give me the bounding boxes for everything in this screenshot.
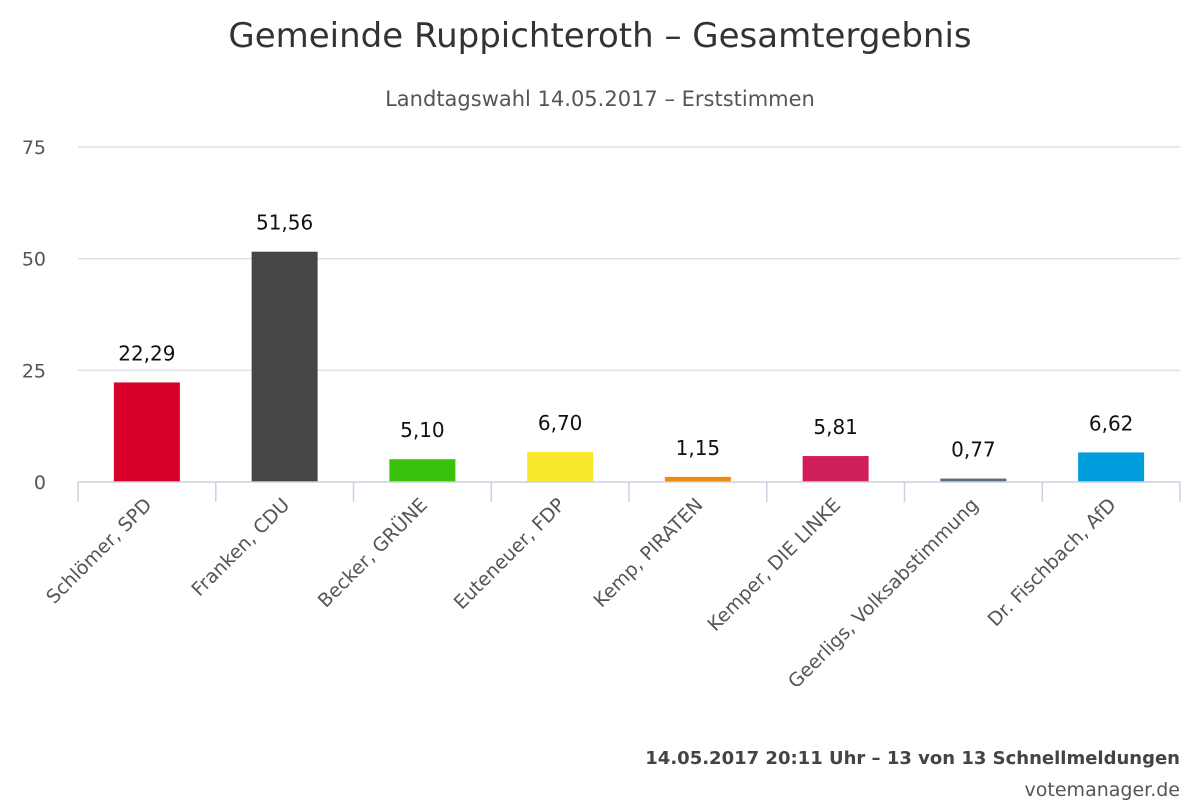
data-label: 22,29 [118,341,175,365]
footer-timestamp: 14.05.2017 20:11 Uhr – 13 von 13 Schnell… [645,748,1180,769]
bar [252,252,318,482]
bar-chart: Gemeinde Ruppichteroth – Gesamtergebnis … [0,0,1200,800]
bar [665,477,731,482]
y-tick-label: 75 [22,137,46,159]
chart-subtitle: Landtagswahl 14.05.2017 – Erststimmen [385,87,815,111]
y-tick-label: 0 [34,472,46,494]
y-gridlines [78,147,1180,370]
data-label: 5,10 [400,418,445,442]
category-label: Becker, GRÜNE [313,493,432,612]
category-label: Euteneuer, FDP [450,494,570,614]
footer-source: votemanager.de [1025,779,1180,800]
bar [389,459,455,482]
chart-title: Gemeinde Ruppichteroth – Gesamtergebnis [228,16,971,56]
data-label: 0,77 [951,438,996,462]
category-label: Dr. Fischbach, AfD [984,494,1121,631]
data-label: 6,70 [538,411,583,435]
y-tick-labels: 0 25 50 75 [22,137,46,494]
bar [803,456,869,482]
data-label: 6,62 [1089,411,1134,435]
category-label: Kemper, DIE LINKE [703,494,845,636]
y-tick-label: 25 [22,360,46,382]
bar [1078,452,1144,482]
bar [527,452,593,482]
data-label: 5,81 [813,415,858,439]
category-label: Franken, CDU [187,494,294,601]
y-tick-label: 50 [22,249,46,271]
data-label: 51,56 [256,211,313,235]
category-label: Kemp, PIRATEN [590,494,708,612]
data-label: 1,15 [676,436,721,460]
category-labels: Schlömer, SPD Franken, CDU Becker, GRÜNE Eu… [42,493,1121,693]
bar [114,382,180,482]
category-label: Schlömer, SPD [42,494,156,608]
x-axis [78,482,1180,502]
